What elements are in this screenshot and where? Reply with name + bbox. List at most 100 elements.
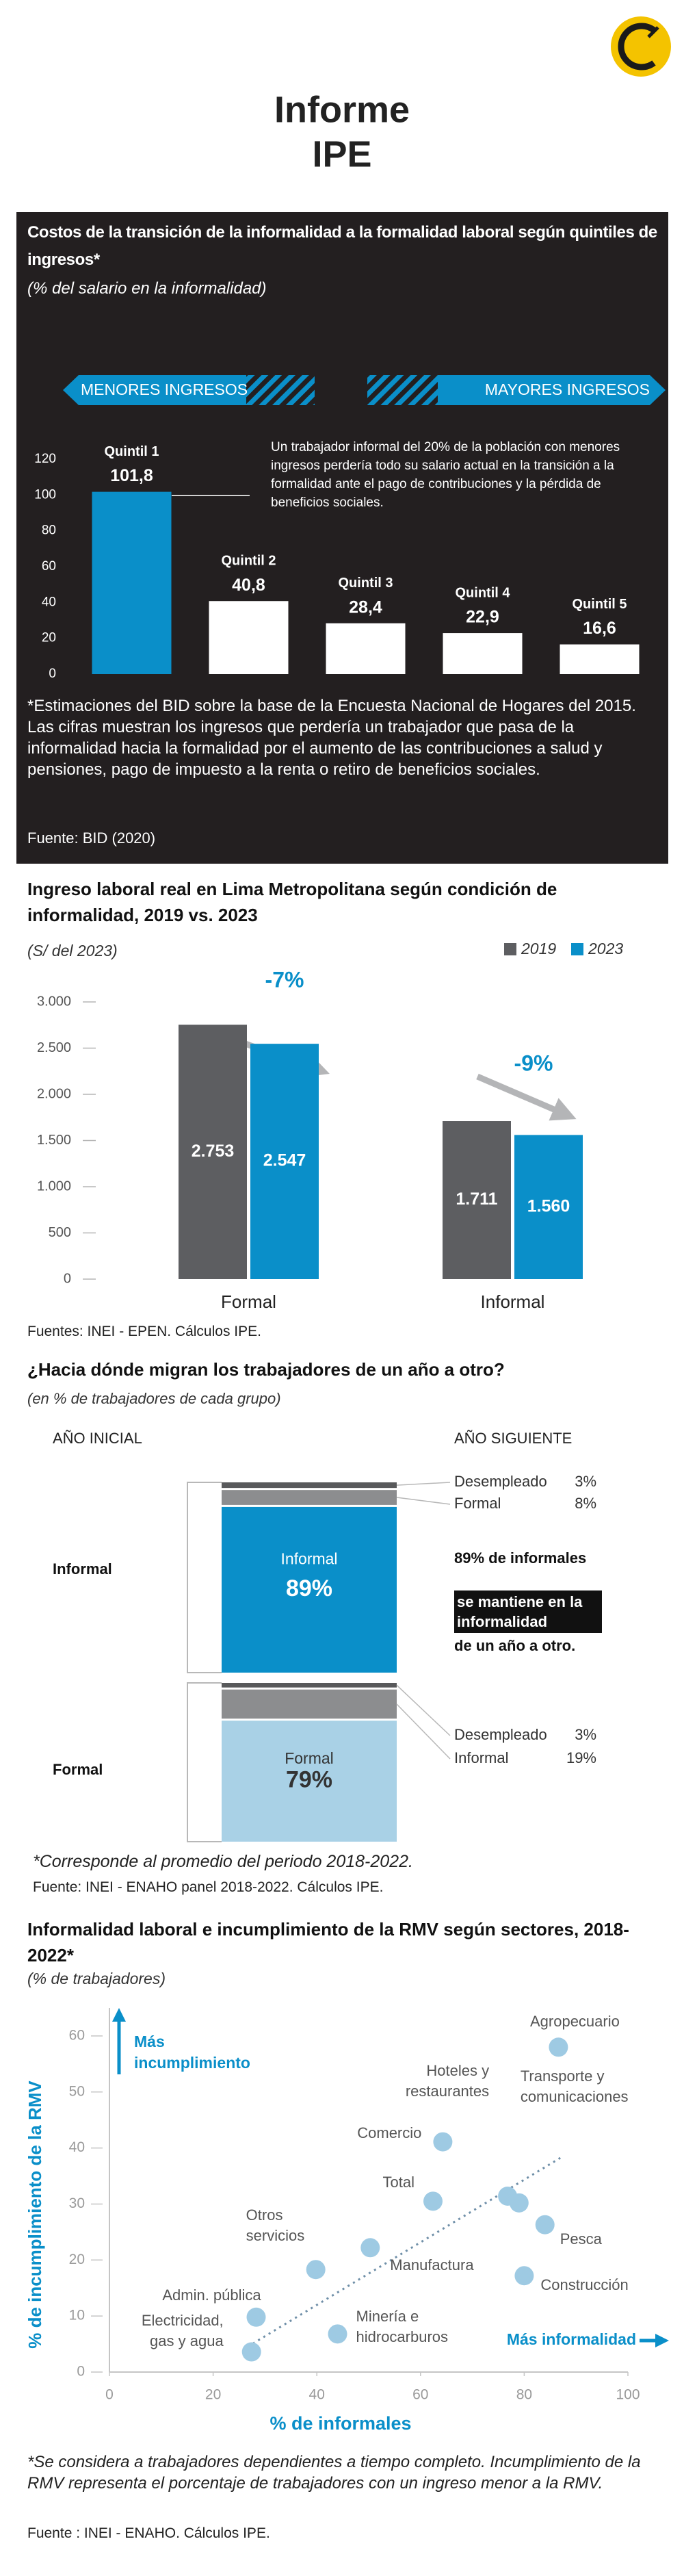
point	[509, 2193, 529, 2213]
point	[306, 2260, 326, 2280]
y-tick-label: 100	[34, 487, 56, 502]
y-tick-label: 50	[69, 2083, 85, 2099]
leader-line	[396, 1482, 451, 1486]
value-label: 1.560	[527, 1196, 570, 1215]
segment-value: 3%	[575, 1726, 596, 1743]
y-tick-label: 80	[42, 524, 56, 538]
point-label: Total	[382, 2174, 415, 2191]
segment-label: Informal	[280, 1549, 337, 1567]
point-label: Manufactura	[390, 2256, 474, 2274]
x-axis-title: % de informales	[269, 2413, 411, 2434]
column-label: AÑO SIGUIENTE	[454, 1430, 572, 1447]
point	[514, 2266, 534, 2286]
chart-subtitle: (S/ del 2023)	[27, 942, 118, 959]
legend-label: 2019	[521, 940, 556, 957]
x-tick-label: 60	[412, 2387, 428, 2403]
logo	[611, 16, 671, 77]
x-tick-label: 100	[616, 2387, 640, 2403]
chart-title: Ingreso laboral real en Lima Metropolita…	[27, 879, 557, 925]
chart-title: Costos de la transición de la informalid…	[27, 223, 657, 269]
bar	[92, 491, 172, 674]
value-label: 22,9	[466, 608, 499, 627]
segment	[222, 1683, 397, 1688]
y-tick-label: 30	[69, 2195, 85, 2211]
bar	[250, 1044, 319, 1279]
y-tick-label: 120	[34, 452, 56, 466]
segment-value: 19%	[566, 1749, 596, 1766]
legend-swatch	[571, 943, 583, 955]
y-tick-label: 20	[42, 631, 56, 645]
y-tick-label: 500	[49, 1225, 71, 1240]
point-label: Pesca	[560, 2230, 602, 2247]
chart-title: Informalidad laboral e incumplimiento de…	[27, 1919, 629, 1966]
bar	[514, 1135, 583, 1279]
y-tick-label: 40	[42, 595, 56, 609]
chart-title: ¿Hacia dónde migran los trabajadores de …	[27, 1359, 505, 1380]
bar	[179, 1025, 247, 1279]
x-tick-label: 80	[516, 2387, 532, 2403]
point-label: Electricidad, gas y agua	[141, 2311, 224, 2349]
value-label: 2.753	[192, 1142, 235, 1161]
segment-value: 8%	[575, 1495, 596, 1512]
panel-strip	[16, 207, 668, 212]
segment	[222, 1490, 397, 1505]
bracket	[187, 1482, 222, 1673]
chart-subtitle: (% de trabajadores)	[27, 1970, 166, 1987]
y-tick-label: 60	[42, 559, 56, 574]
y-tick-label: 1.000	[37, 1178, 71, 1194]
y-tick-label: 10	[69, 2308, 85, 2323]
y-tick-label: 1.500	[37, 1133, 71, 1148]
source: Fuente : INEI - ENAHO. Cálculos IPE.	[27, 2525, 270, 2541]
segment-value: 79%	[286, 1767, 332, 1793]
bar	[560, 644, 640, 674]
point	[423, 2191, 443, 2211]
y-tick-label: 0	[77, 2364, 85, 2380]
x-tick-label: 0	[105, 2387, 114, 2403]
y-tick-label: 2.000	[37, 1086, 71, 1101]
point-label: Admin. pública	[162, 2286, 261, 2304]
chart-subtitle: (en % de trabajadores de cada grupo)	[27, 1390, 281, 1407]
segment-value: 3%	[575, 1473, 596, 1490]
point-label: Comercio	[357, 2124, 422, 2141]
arrow-hatch	[367, 375, 438, 405]
segment-label: Formal	[454, 1495, 501, 1512]
leader-line	[396, 1497, 451, 1505]
y-tick-label: 60	[69, 2027, 85, 2043]
legend-label: 2023	[588, 940, 623, 957]
point-label: Minería e hidrocarburos	[356, 2308, 449, 2346]
segment-label: Formal	[285, 1749, 334, 1767]
x-tick-label: 40	[309, 2387, 325, 2403]
value-label: 2.547	[263, 1151, 306, 1170]
segment	[222, 1482, 397, 1489]
point	[328, 2324, 347, 2344]
segment	[222, 1689, 397, 1719]
segment-value: 89%	[286, 1575, 332, 1601]
group-label: Informal	[53, 1560, 112, 1577]
callout-highlight: se mantiene en la informalidad	[454, 1590, 602, 1633]
point	[535, 2215, 555, 2234]
footnote: *Corresponde al promedio del periodo 201…	[33, 1852, 413, 1871]
category-label: Quintil 4	[456, 585, 511, 600]
segment-label: Desempleado	[454, 1473, 547, 1490]
point	[241, 2342, 261, 2362]
point	[360, 2238, 380, 2258]
value-label: 1.711	[456, 1189, 497, 1209]
leader-line	[396, 1703, 451, 1760]
y-tick-label: 3.000	[37, 994, 71, 1009]
annotation: Un trabajador informal del 20% de la pob…	[271, 440, 620, 510]
bar	[326, 623, 406, 674]
chart-subtitle: (% del salario en la informalidad)	[27, 279, 267, 298]
bar	[443, 1121, 511, 1279]
value-label: 40,8	[232, 576, 265, 595]
source: Fuente: INEI - ENAHO panel 2018-2022. Cá…	[33, 1879, 384, 1895]
column-label: AÑO INICIAL	[53, 1430, 142, 1447]
arrow-hatch	[246, 375, 315, 405]
x-tick-label: 20	[205, 2387, 221, 2403]
annotation: Más incumplimiento	[134, 2033, 250, 2072]
arrow-label: MENORES INGRESOS	[81, 381, 248, 398]
y-tick-label: 0	[49, 667, 56, 681]
point	[433, 2132, 453, 2152]
segment	[222, 1721, 397, 1842]
x-tick-label: Formal	[221, 1291, 276, 1312]
